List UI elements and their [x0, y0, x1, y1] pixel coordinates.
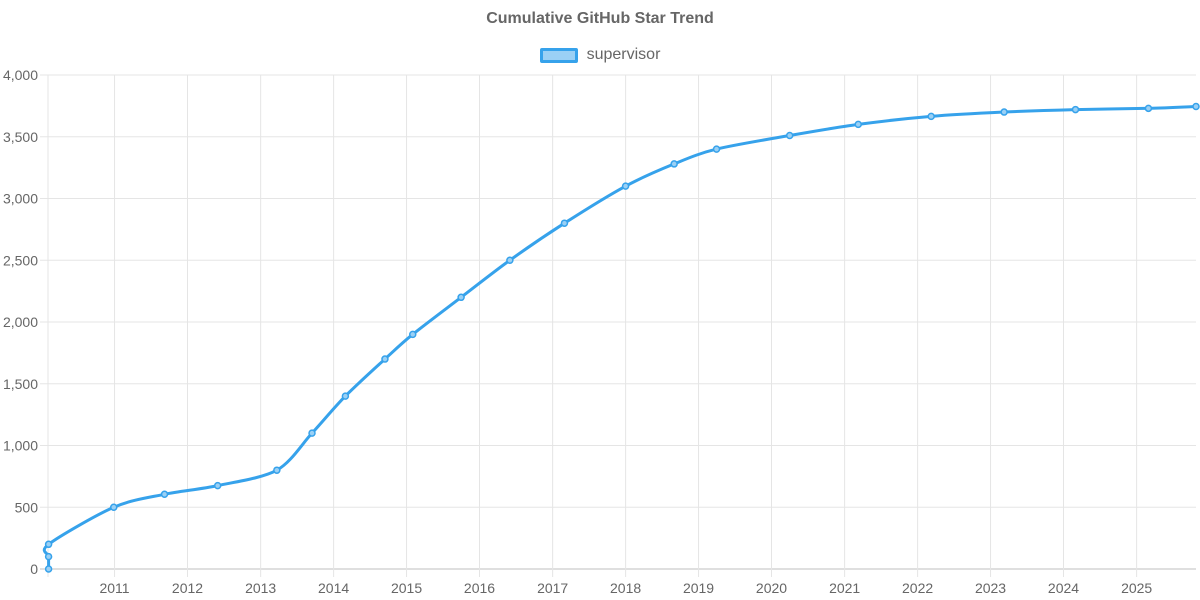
- data-point[interactable]: [670, 160, 678, 168]
- y-tick-label: 4,000: [3, 67, 38, 83]
- data-point[interactable]: [621, 182, 630, 190]
- x-tick-label: 2013: [245, 580, 276, 596]
- y-tick-label: 3,000: [3, 191, 38, 207]
- x-tick-label: 2014: [318, 580, 349, 596]
- x-tick-label: 2023: [975, 580, 1006, 596]
- x-tick-label: 2019: [683, 580, 714, 596]
- y-tick-label: 3,500: [3, 129, 38, 145]
- x-tick-label: 2018: [610, 580, 641, 596]
- legend-swatch-supervisor[interactable]: [539, 47, 578, 63]
- data-point[interactable]: [44, 565, 53, 573]
- data-point[interactable]: [44, 540, 53, 549]
- x-tick-label: 2021: [829, 580, 860, 596]
- data-point[interactable]: [44, 552, 53, 561]
- x-tick-label: 2017: [537, 580, 568, 596]
- series-line-supervisor: [42, 104, 1198, 571]
- y-tick-label: 2,000: [3, 314, 38, 330]
- y-tick-label: 1,000: [3, 438, 38, 454]
- x-tick-label: 2011: [99, 580, 129, 596]
- x-tick-label: 2020: [756, 580, 787, 596]
- x-tick-label: 2015: [391, 580, 422, 596]
- data-point[interactable]: [408, 330, 417, 339]
- data-point[interactable]: [712, 145, 721, 153]
- data-point[interactable]: [1144, 104, 1153, 113]
- data-point[interactable]: [457, 293, 465, 302]
- data-point[interactable]: [1192, 102, 1200, 111]
- x-tick-label: 2024: [1048, 580, 1079, 596]
- data-point[interactable]: [927, 112, 935, 121]
- x-tick-label: 2022: [902, 580, 933, 596]
- data-point[interactable]: [213, 481, 222, 490]
- chart-title: Cumulative GitHub Star Trend: [486, 10, 714, 27]
- y-axis: 0 500 1,000 1,500 2,000 2,500 3,000 3,500 4,000: [3, 67, 38, 577]
- data-point[interactable]: [110, 503, 118, 511]
- data-point[interactable]: [160, 490, 169, 499]
- data-point[interactable]: [506, 256, 514, 264]
- y-tick-label: 500: [15, 499, 39, 515]
- x-tick-label: 2012: [172, 580, 203, 596]
- series-layer: [42, 102, 1200, 573]
- data-point[interactable]: [785, 131, 794, 140]
- data-point[interactable]: [1000, 108, 1008, 116]
- data-point[interactable]: [1071, 105, 1080, 114]
- data-point[interactable]: [854, 120, 862, 129]
- x-tick-label: 2025: [1121, 580, 1152, 596]
- y-tick-label: 2,500: [3, 252, 38, 268]
- legend[interactable]: supervisor: [0, 46, 1200, 64]
- grid-lines: [40, 74, 1196, 577]
- y-tick-label: 0: [30, 561, 38, 577]
- data-point[interactable]: [560, 219, 569, 227]
- legend-label-supervisor[interactable]: supervisor: [586, 46, 661, 63]
- data-point[interactable]: [381, 355, 389, 363]
- x-tick-label: 2016: [464, 580, 495, 596]
- data-point[interactable]: [308, 429, 316, 437]
- data-point[interactable]: [341, 392, 350, 400]
- y-tick-label: 1,500: [3, 376, 38, 392]
- x-axis: 2011 2012 2013 2014 2015 2016 2017 2018 2019 2020…: [99, 580, 1152, 596]
- data-point[interactable]: [273, 466, 281, 474]
